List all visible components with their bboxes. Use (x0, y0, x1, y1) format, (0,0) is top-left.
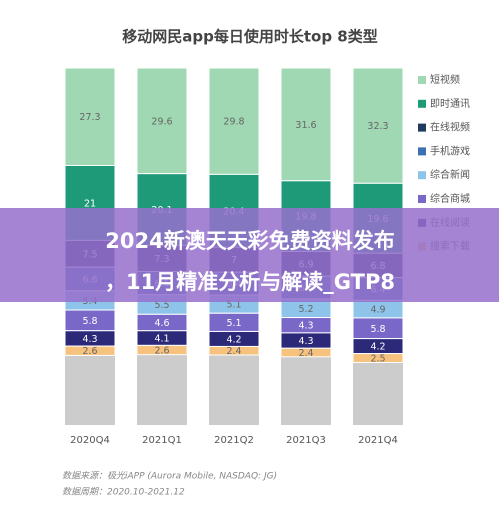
data-label: 2.6 (154, 346, 169, 357)
legend-swatch (418, 123, 426, 132)
legend-label: 短视频 (430, 73, 460, 86)
data-label: 4.9 (370, 305, 385, 316)
data-label: 4.3 (298, 321, 313, 332)
x-tick-label: 2020Q4 (70, 435, 110, 446)
data-label: 5.8 (82, 316, 97, 327)
note: 数据来源：极光iAPP (Aurora Mobile, NASDAQ: JG) (62, 471, 277, 482)
data-label: 5.1 (226, 300, 241, 311)
note: 数据周期：2020.10-2021.12 (62, 487, 185, 498)
data-label: 5.2 (298, 304, 313, 315)
legend-label: 手机游戏 (430, 144, 470, 157)
legend-swatch (418, 76, 426, 84)
data-label: 27.3 (79, 112, 100, 123)
legend-swatch (418, 195, 426, 203)
data-label: 2.6 (82, 346, 97, 357)
overlay-banner (0, 208, 499, 302)
bar-segment (208, 67, 260, 175)
legend-label: 综合新闻 (430, 168, 470, 181)
data-label: 4.6 (154, 318, 169, 329)
legend-swatch (418, 147, 426, 156)
data-label: 2.4 (298, 348, 313, 359)
data-label: 4.3 (298, 336, 313, 347)
data-label: 2.5 (370, 354, 385, 365)
x-tick-label: 2021Q4 (358, 435, 398, 446)
data-label: 2.4 (226, 346, 241, 357)
data-label: 4.1 (154, 334, 169, 345)
bar-segment (352, 353, 404, 364)
data-label: 5.5 (154, 300, 169, 311)
x-tick-label: 2021Q2 (214, 435, 254, 446)
bar-segment (136, 67, 188, 175)
x-tick-label: 2021Q3 (286, 435, 326, 446)
overlay-text: 2024新澳天天彩免费资料发布 (105, 229, 394, 253)
bar-segment (136, 344, 188, 356)
legend-label: 综合商城 (430, 192, 470, 205)
data-label: 29.6 (151, 116, 172, 127)
legend-label: 在线视频 (430, 121, 470, 134)
data-label: 29.8 (223, 117, 244, 128)
bar-segment (208, 345, 260, 356)
bar-segment (64, 345, 116, 356)
data-label: 4.3 (82, 334, 97, 345)
legend-swatch (418, 99, 426, 108)
data-label: 4.2 (370, 342, 385, 353)
data-label: 21 (84, 198, 96, 209)
chart-title: 移动网民app每日使用时长top 8类型 (122, 28, 377, 46)
bar-segment (280, 67, 332, 182)
legend-label: 即时通讯 (430, 98, 470, 110)
legend-swatch (418, 171, 426, 180)
x-tick-label: 2021Q1 (142, 435, 182, 446)
data-label: 4.2 (226, 334, 241, 345)
data-label: 32.3 (367, 121, 388, 132)
bar-segment (280, 347, 332, 358)
data-label: 5.1 (226, 318, 241, 329)
data-label: 31.6 (295, 120, 316, 131)
overlay-text: ，11月精准分析与解读_GTP8 (105, 270, 395, 294)
data-label: 5.8 (370, 324, 385, 335)
